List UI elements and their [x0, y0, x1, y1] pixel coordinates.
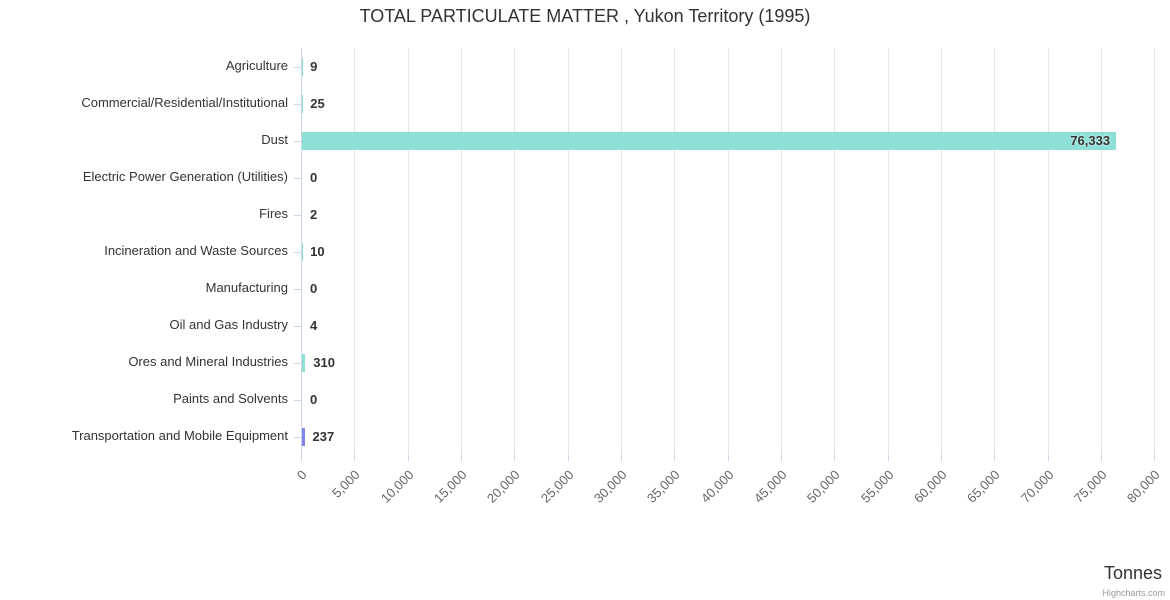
x-axis-tick — [1100, 455, 1102, 461]
x-axis-tick — [1154, 455, 1156, 461]
bar[interactable] — [302, 353, 306, 372]
category-tick — [294, 103, 301, 105]
value-label: 310 — [313, 354, 335, 370]
grid-line — [834, 48, 836, 455]
category-tick — [294, 399, 301, 401]
grid-line — [1047, 48, 1049, 455]
x-axis-tick — [514, 455, 516, 461]
value-label: 10 — [310, 243, 325, 259]
grid-line — [1100, 48, 1102, 455]
category-label: Incineration and Waste Sources — [104, 242, 288, 258]
grid-line — [727, 48, 729, 455]
value-label: 9 — [310, 58, 318, 74]
value-label: 2 — [310, 206, 318, 222]
x-axis-tick — [674, 455, 676, 461]
grid-line — [674, 48, 676, 455]
category-label: Transportation and Mobile Equipment — [71, 427, 288, 443]
x-axis-tick — [780, 455, 782, 461]
x-axis-tick — [727, 455, 729, 461]
category-label: Fires — [259, 205, 288, 221]
value-label: 25 — [310, 95, 325, 111]
grid-line — [780, 48, 782, 455]
grid-line — [887, 48, 889, 455]
grid-line — [407, 48, 409, 455]
grid-line — [460, 48, 462, 455]
category-tick — [294, 288, 301, 290]
grid-line — [940, 48, 942, 455]
category-label: Electric Power Generation (Utilities) — [82, 168, 288, 184]
category-tick — [294, 66, 301, 68]
category-tick — [294, 177, 301, 179]
value-label: 237 — [312, 428, 335, 444]
x-axis-title-tonnes: Tonnes — [1103, 563, 1162, 583]
category-tick — [294, 214, 301, 216]
x-axis-tick — [567, 455, 569, 461]
value-label: 0 — [310, 391, 318, 407]
bar[interactable] — [302, 427, 305, 446]
category-label: Ores and Mineral Industries — [128, 353, 288, 369]
highcharts-credit-link[interactable]: Highcharts.com — [1102, 588, 1165, 598]
category-label: Manufacturing — [205, 279, 288, 295]
x-axis-tick — [301, 455, 302, 461]
category-label: Dust — [261, 131, 288, 147]
category-label: Commercial/Residential/Institutional — [81, 94, 288, 110]
grid-line — [620, 48, 622, 455]
chart-title: TOTAL PARTICULATE MATTER , Yukon Territo… — [359, 6, 811, 26]
value-label: 76,333 — [1070, 132, 1111, 148]
x-axis-tick — [1047, 455, 1049, 461]
x-axis-tick — [354, 455, 356, 461]
grid-line — [567, 48, 569, 455]
value-label: 4 — [310, 317, 318, 333]
x-axis-tick — [407, 455, 409, 461]
category-label: Paints and Solvents — [173, 390, 288, 406]
bar[interactable] — [302, 131, 1117, 150]
category-tick — [294, 362, 301, 364]
category-tick — [294, 251, 301, 253]
value-label: 0 — [310, 280, 318, 296]
grid-line — [514, 48, 516, 455]
x-axis-tick — [620, 455, 622, 461]
category-tick — [294, 436, 301, 438]
x-axis-tick — [994, 455, 996, 461]
value-label: 0 — [310, 169, 318, 185]
grid-line — [1154, 48, 1156, 455]
grid-line — [994, 48, 996, 455]
category-axis-line — [301, 48, 302, 455]
x-axis-tick — [940, 455, 942, 461]
x-axis-tick — [460, 455, 462, 461]
x-axis-tick — [834, 455, 836, 461]
category-label: Agriculture — [225, 57, 288, 73]
x-axis-tick — [887, 455, 889, 461]
category-tick — [294, 140, 301, 142]
grid-line — [354, 48, 356, 455]
category-label: Oil and Gas Industry — [169, 316, 289, 332]
category-tick — [294, 325, 301, 327]
